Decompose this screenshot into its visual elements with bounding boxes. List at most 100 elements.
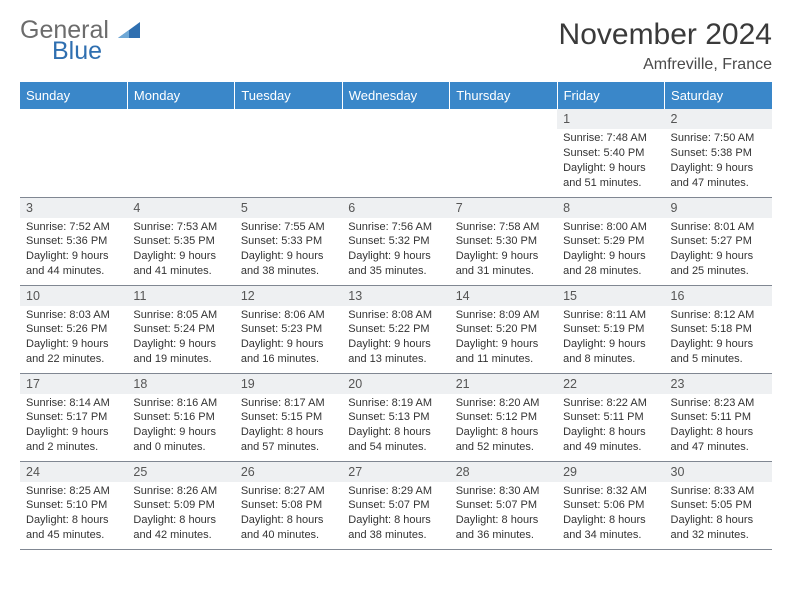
day-number: 10 xyxy=(20,286,127,306)
calendar-day-cell: 12Sunrise: 8:06 AMSunset: 5:23 PMDayligh… xyxy=(235,285,342,373)
day-sunrise: Sunrise: 8:09 AM xyxy=(456,308,551,323)
dayname-sunday: Sunday xyxy=(20,82,127,109)
day-sunset: Sunset: 5:27 PM xyxy=(671,234,766,249)
day-sunrise: Sunrise: 8:32 AM xyxy=(563,484,658,499)
day-daylight: Daylight: 8 hours and 34 minutes. xyxy=(563,513,658,543)
calendar-day-cell xyxy=(450,109,557,197)
day-details: Sunrise: 8:26 AMSunset: 5:09 PMDaylight:… xyxy=(127,482,234,547)
day-number: 9 xyxy=(665,198,772,218)
day-sunset: Sunset: 5:11 PM xyxy=(563,410,658,425)
day-sunset: Sunset: 5:05 PM xyxy=(671,498,766,513)
day-number: 2 xyxy=(665,109,772,129)
calendar-day-cell: 29Sunrise: 8:32 AMSunset: 5:06 PMDayligh… xyxy=(557,461,664,549)
calendar-day-cell: 19Sunrise: 8:17 AMSunset: 5:15 PMDayligh… xyxy=(235,373,342,461)
dayname-tuesday: Tuesday xyxy=(235,82,342,109)
day-daylight: Daylight: 9 hours and 47 minutes. xyxy=(671,161,766,191)
calendar-day-cell: 10Sunrise: 8:03 AMSunset: 5:26 PMDayligh… xyxy=(20,285,127,373)
day-daylight: Daylight: 8 hours and 49 minutes. xyxy=(563,425,658,455)
day-number: 8 xyxy=(557,198,664,218)
day-sunset: Sunset: 5:09 PM xyxy=(133,498,228,513)
calendar-day-cell: 15Sunrise: 8:11 AMSunset: 5:19 PMDayligh… xyxy=(557,285,664,373)
day-sunrise: Sunrise: 8:22 AM xyxy=(563,396,658,411)
day-details: Sunrise: 8:33 AMSunset: 5:05 PMDaylight:… xyxy=(665,482,772,547)
day-sunrise: Sunrise: 8:17 AM xyxy=(241,396,336,411)
day-sunrise: Sunrise: 8:25 AM xyxy=(26,484,121,499)
day-details: Sunrise: 8:30 AMSunset: 5:07 PMDaylight:… xyxy=(450,482,557,547)
day-sunset: Sunset: 5:23 PM xyxy=(241,322,336,337)
day-daylight: Daylight: 9 hours and 25 minutes. xyxy=(671,249,766,279)
calendar-day-cell: 11Sunrise: 8:05 AMSunset: 5:24 PMDayligh… xyxy=(127,285,234,373)
calendar-week-row: 17Sunrise: 8:14 AMSunset: 5:17 PMDayligh… xyxy=(20,373,772,461)
day-sunset: Sunset: 5:20 PM xyxy=(456,322,551,337)
title-block: November 2024 Amfreville, France xyxy=(559,18,772,74)
day-number: 20 xyxy=(342,374,449,394)
day-details: Sunrise: 8:23 AMSunset: 5:11 PMDaylight:… xyxy=(665,394,772,459)
dayname-friday: Friday xyxy=(557,82,664,109)
day-number xyxy=(342,109,449,129)
calendar-table: Sunday Monday Tuesday Wednesday Thursday… xyxy=(20,82,772,550)
day-sunset: Sunset: 5:26 PM xyxy=(26,322,121,337)
day-daylight: Daylight: 9 hours and 13 minutes. xyxy=(348,337,443,367)
calendar-week-row: 10Sunrise: 8:03 AMSunset: 5:26 PMDayligh… xyxy=(20,285,772,373)
day-sunrise: Sunrise: 8:20 AM xyxy=(456,396,551,411)
day-details: Sunrise: 8:03 AMSunset: 5:26 PMDaylight:… xyxy=(20,306,127,371)
day-details: Sunrise: 7:53 AMSunset: 5:35 PMDaylight:… xyxy=(127,218,234,283)
dayname-saturday: Saturday xyxy=(665,82,772,109)
day-sunset: Sunset: 5:38 PM xyxy=(671,146,766,161)
dayname-monday: Monday xyxy=(127,82,234,109)
day-sunset: Sunset: 5:15 PM xyxy=(241,410,336,425)
day-sunset: Sunset: 5:18 PM xyxy=(671,322,766,337)
day-number xyxy=(450,109,557,129)
day-daylight: Daylight: 9 hours and 11 minutes. xyxy=(456,337,551,367)
day-daylight: Daylight: 9 hours and 5 minutes. xyxy=(671,337,766,367)
day-sunrise: Sunrise: 8:01 AM xyxy=(671,220,766,235)
day-details: Sunrise: 8:17 AMSunset: 5:15 PMDaylight:… xyxy=(235,394,342,459)
day-number xyxy=(235,109,342,129)
day-number: 28 xyxy=(450,462,557,482)
day-details xyxy=(20,129,127,135)
day-daylight: Daylight: 8 hours and 54 minutes. xyxy=(348,425,443,455)
header: General Blue November 2024 Amfreville, F… xyxy=(20,18,772,74)
location-label: Amfreville, France xyxy=(559,56,772,74)
day-details: Sunrise: 8:19 AMSunset: 5:13 PMDaylight:… xyxy=(342,394,449,459)
day-sunset: Sunset: 5:13 PM xyxy=(348,410,443,425)
calendar-day-cell: 26Sunrise: 8:27 AMSunset: 5:08 PMDayligh… xyxy=(235,461,342,549)
day-sunrise: Sunrise: 7:58 AM xyxy=(456,220,551,235)
day-sunrise: Sunrise: 7:50 AM xyxy=(671,131,766,146)
calendar-day-cell: 9 Sunrise: 8:01 AMSunset: 5:27 PMDaylight… xyxy=(665,197,772,285)
day-details: Sunrise: 7:58 AMSunset: 5:30 PMDaylight:… xyxy=(450,218,557,283)
day-daylight: Daylight: 9 hours and 16 minutes. xyxy=(241,337,336,367)
calendar-day-cell: 25Sunrise: 8:26 AMSunset: 5:09 PMDayligh… xyxy=(127,461,234,549)
day-daylight: Daylight: 9 hours and 38 minutes. xyxy=(241,249,336,279)
day-number: 4 xyxy=(127,198,234,218)
day-details xyxy=(450,129,557,135)
calendar-day-cell: 13Sunrise: 8:08 AMSunset: 5:22 PMDayligh… xyxy=(342,285,449,373)
calendar-week-row: 3Sunrise: 7:52 AMSunset: 5:36 PMDaylight… xyxy=(20,197,772,285)
day-details: Sunrise: 8:27 AMSunset: 5:08 PMDaylight:… xyxy=(235,482,342,547)
day-number: 7 xyxy=(450,198,557,218)
day-sunset: Sunset: 5:12 PM xyxy=(456,410,551,425)
day-details: Sunrise: 8:06 AMSunset: 5:23 PMDaylight:… xyxy=(235,306,342,371)
day-daylight: Daylight: 8 hours and 38 minutes. xyxy=(348,513,443,543)
day-sunrise: Sunrise: 7:55 AM xyxy=(241,220,336,235)
day-sunset: Sunset: 5:22 PM xyxy=(348,322,443,337)
day-number: 29 xyxy=(557,462,664,482)
day-number: 21 xyxy=(450,374,557,394)
day-sunset: Sunset: 5:08 PM xyxy=(241,498,336,513)
day-sunrise: Sunrise: 8:06 AM xyxy=(241,308,336,323)
day-details: Sunrise: 8:11 AMSunset: 5:19 PMDaylight:… xyxy=(557,306,664,371)
day-sunset: Sunset: 5:40 PM xyxy=(563,146,658,161)
day-details: Sunrise: 8:05 AMSunset: 5:24 PMDaylight:… xyxy=(127,306,234,371)
calendar-day-cell: 14Sunrise: 8:09 AMSunset: 5:20 PMDayligh… xyxy=(450,285,557,373)
day-number: 30 xyxy=(665,462,772,482)
day-sunset: Sunset: 5:07 PM xyxy=(348,498,443,513)
day-sunset: Sunset: 5:10 PM xyxy=(26,498,121,513)
calendar-day-cell: 4Sunrise: 7:53 AMSunset: 5:35 PMDaylight… xyxy=(127,197,234,285)
day-details xyxy=(127,129,234,135)
day-number: 27 xyxy=(342,462,449,482)
day-sunset: Sunset: 5:36 PM xyxy=(26,234,121,249)
day-number: 23 xyxy=(665,374,772,394)
day-sunrise: Sunrise: 8:33 AM xyxy=(671,484,766,499)
calendar-day-cell: 18Sunrise: 8:16 AMSunset: 5:16 PMDayligh… xyxy=(127,373,234,461)
day-daylight: Daylight: 8 hours and 32 minutes. xyxy=(671,513,766,543)
